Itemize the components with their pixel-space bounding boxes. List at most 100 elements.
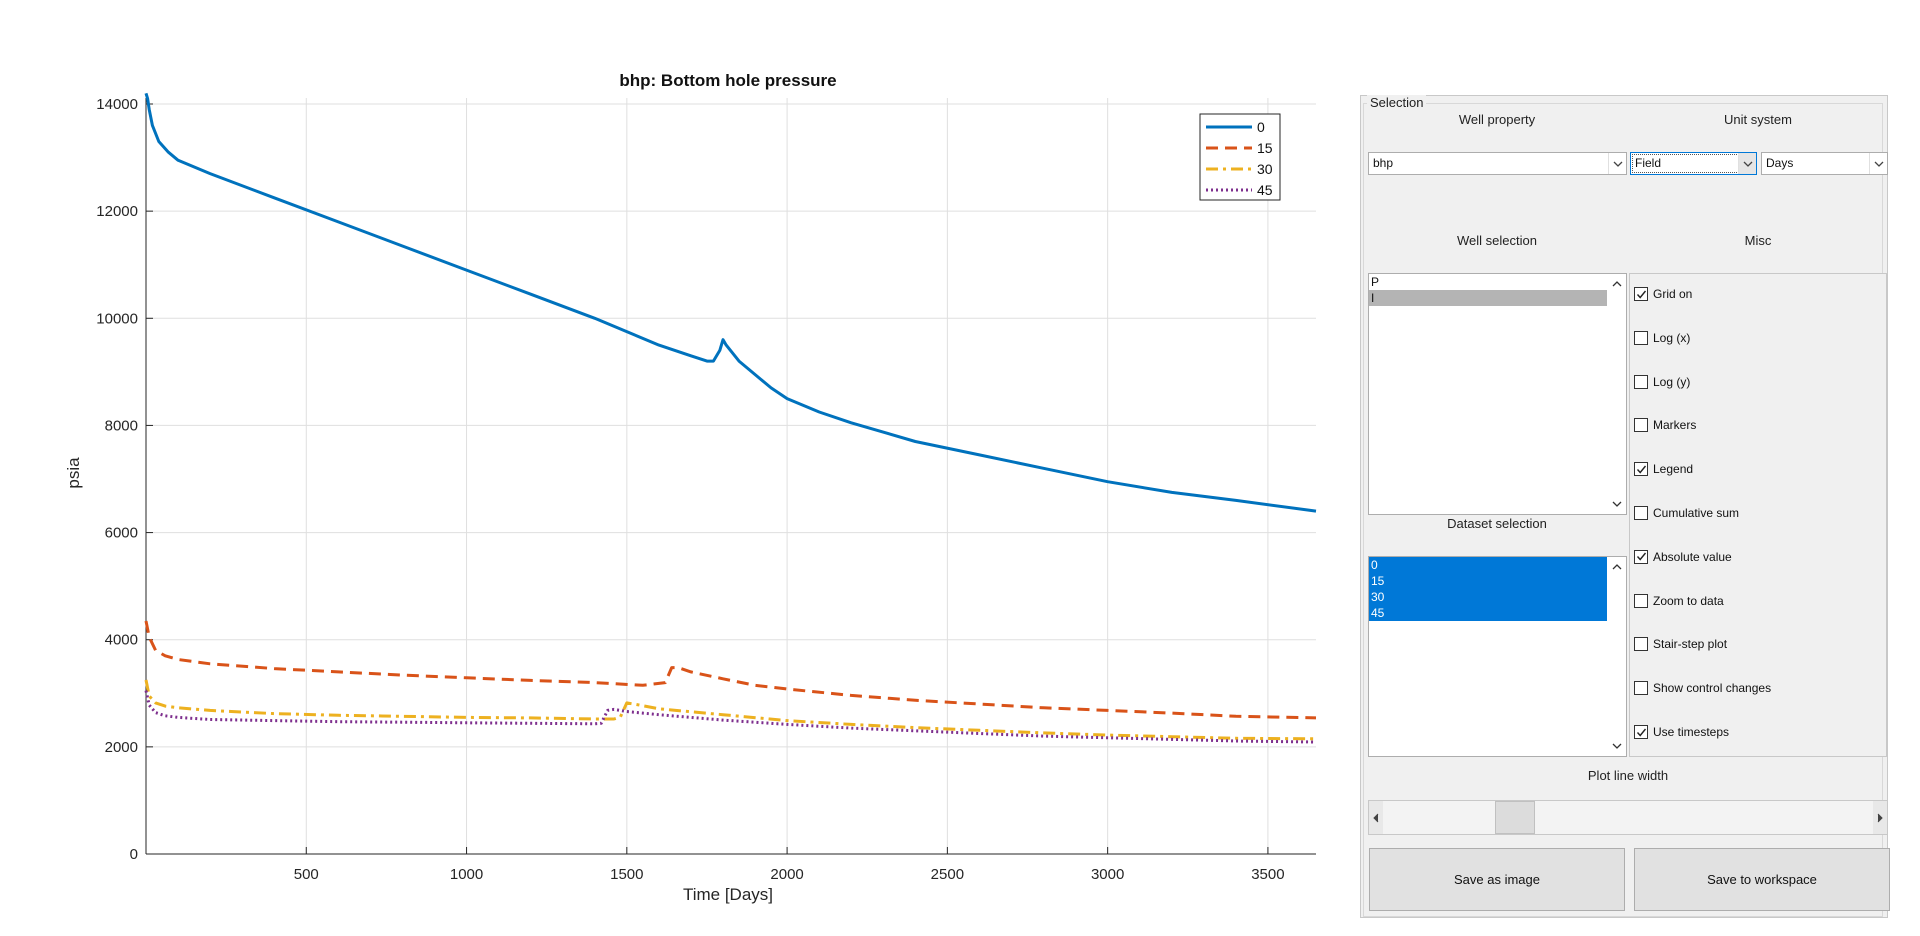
well-list-scrollbar[interactable] bbox=[1608, 274, 1626, 514]
option-label: Cumulative sum bbox=[1653, 506, 1740, 520]
dataset-list-item[interactable]: 30 bbox=[1369, 589, 1607, 605]
option-label: Markers bbox=[1653, 418, 1697, 433]
bhp-plot[interactable]: 500 1000 1500 2000 2500 3000 3500 0 2000 4000 6000… bbox=[0, 0, 1330, 936]
option-log-y[interactable]: Log (y) bbox=[1634, 373, 1690, 391]
scroll-down-icon[interactable] bbox=[1612, 742, 1622, 750]
scroll-up-icon[interactable] bbox=[1612, 563, 1622, 571]
option-absolute-value[interactable]: Absolute value bbox=[1634, 548, 1732, 566]
option-label: Log (x) bbox=[1653, 330, 1691, 345]
well-list-item[interactable]: I bbox=[1369, 290, 1607, 306]
dataset-list-scrollbar[interactable] bbox=[1608, 557, 1626, 756]
legend-label: 45 bbox=[1257, 182, 1273, 198]
x-tick-label: 3500 bbox=[1251, 866, 1284, 883]
y-tick-label: 2000 bbox=[105, 739, 138, 756]
option-markers[interactable]: Markers bbox=[1634, 416, 1696, 434]
legend-label: 0 bbox=[1257, 119, 1265, 135]
option-label: Zoom to data bbox=[1653, 593, 1724, 608]
option-cumulative-sum[interactable]: Cumulative sum bbox=[1634, 504, 1739, 522]
plot-line-width-label: Plot line width bbox=[1587, 768, 1669, 783]
option-label: Absolute value bbox=[1653, 549, 1732, 564]
plot-grid bbox=[146, 98, 1316, 855]
option-zoom-to-data[interactable]: Zoom to data bbox=[1634, 592, 1724, 610]
chart-title: bhp: Bottom hole pressure bbox=[619, 71, 836, 90]
x-tick-label: 500 bbox=[294, 866, 319, 883]
x-axis-label: Time [Days] bbox=[683, 885, 773, 904]
dataset-selection-list[interactable]: 0 15 30 45 bbox=[1368, 556, 1627, 757]
y-tick-label: 0 bbox=[130, 846, 138, 863]
series-line-30 bbox=[144, 679, 1317, 741]
legend-label: 30 bbox=[1257, 161, 1273, 177]
arrow-left-icon[interactable] bbox=[1369, 801, 1383, 834]
option-stair-step-plot[interactable]: Stair-step plot bbox=[1634, 635, 1727, 653]
well-property-value: bhp bbox=[1373, 156, 1394, 170]
unit-system-value: Field bbox=[1635, 156, 1662, 170]
option-label: Stair-step plot bbox=[1653, 637, 1728, 652]
plot-series bbox=[144, 92, 1317, 744]
line-width-slider[interactable] bbox=[1368, 800, 1888, 835]
well-property-label: Well property bbox=[1458, 112, 1536, 127]
series-line-0 bbox=[144, 92, 1317, 513]
chevron-down-icon bbox=[1738, 153, 1756, 174]
legend-label: 15 bbox=[1257, 140, 1273, 156]
checkbox-unchecked-icon[interactable] bbox=[1634, 330, 1648, 345]
checkbox-unchecked-icon[interactable] bbox=[1634, 374, 1648, 389]
option-show-control-changes[interactable]: Show control changes bbox=[1634, 679, 1771, 697]
scroll-down-icon[interactable] bbox=[1612, 500, 1622, 508]
chevron-down-icon bbox=[1608, 153, 1626, 174]
slider-track[interactable] bbox=[1383, 801, 1873, 834]
option-legend[interactable]: Legend bbox=[1634, 460, 1693, 478]
option-grid-on[interactable]: Grid on bbox=[1634, 285, 1692, 303]
option-label: Grid on bbox=[1653, 287, 1693, 301]
save-to-workspace-button[interactable]: Save to workspace bbox=[1634, 848, 1890, 911]
y-tick-label: 14000 bbox=[96, 96, 138, 113]
misc-options-box bbox=[1629, 273, 1887, 757]
y-tick-label: 10000 bbox=[96, 310, 138, 327]
option-label: Log (y) bbox=[1653, 374, 1691, 389]
option-log-x[interactable]: Log (x) bbox=[1634, 329, 1690, 347]
option-label: Legend bbox=[1653, 462, 1694, 477]
time-unit-value: Days bbox=[1766, 156, 1794, 170]
y-tick-label: 12000 bbox=[96, 203, 138, 220]
misc-label: Misc bbox=[1744, 233, 1772, 248]
unit-system-label: Unit system bbox=[1724, 112, 1792, 127]
checkbox-unchecked-icon[interactable] bbox=[1634, 593, 1648, 608]
well-selection-label: Well selection bbox=[1457, 233, 1537, 248]
dataset-list-item[interactable]: 45 bbox=[1369, 605, 1607, 621]
checkbox-checked-icon[interactable] bbox=[1634, 725, 1648, 739]
x-tick-label: 1000 bbox=[450, 866, 483, 883]
x-tick-label: 2000 bbox=[770, 866, 803, 883]
x-tick-label: 2500 bbox=[931, 866, 964, 883]
plot-axes: 500 1000 1500 2000 2500 3000 3500 0 2000 4000 6000… bbox=[96, 96, 1316, 883]
well-property-dropdown[interactable]: bhp bbox=[1368, 152, 1627, 175]
checkbox-unchecked-icon[interactable] bbox=[1634, 506, 1648, 520]
option-label: Show control changes bbox=[1653, 681, 1772, 696]
x-tick-label: 3000 bbox=[1091, 866, 1124, 883]
series-line-15 bbox=[144, 620, 1317, 720]
x-tick-label: 1500 bbox=[610, 866, 643, 883]
y-tick-label: 4000 bbox=[105, 632, 138, 649]
well-list-item[interactable]: P bbox=[1371, 275, 1380, 289]
legend[interactable]: 0 15 30 45 bbox=[1199, 113, 1281, 201]
scroll-up-icon[interactable] bbox=[1612, 280, 1622, 288]
checkbox-checked-icon[interactable] bbox=[1634, 287, 1648, 301]
checkbox-checked-icon[interactable] bbox=[1634, 549, 1648, 564]
save-as-image-button[interactable]: Save as image bbox=[1369, 848, 1625, 911]
time-unit-dropdown[interactable]: Days bbox=[1761, 152, 1888, 175]
arrow-right-icon[interactable] bbox=[1873, 801, 1887, 834]
option-label: Use timesteps bbox=[1653, 725, 1730, 739]
slider-thumb[interactable] bbox=[1495, 801, 1536, 834]
checkbox-checked-icon[interactable] bbox=[1634, 462, 1648, 477]
dataset-list-item[interactable]: 15 bbox=[1369, 573, 1607, 589]
chevron-down-icon bbox=[1869, 153, 1887, 174]
y-tick-label: 6000 bbox=[105, 525, 138, 542]
y-axis-label: psia bbox=[64, 457, 83, 489]
series-line-45 bbox=[144, 690, 1317, 744]
checkbox-unchecked-icon[interactable] bbox=[1634, 418, 1648, 433]
dataset-list-item[interactable]: 0 bbox=[1369, 557, 1607, 573]
checkbox-unchecked-icon[interactable] bbox=[1634, 681, 1648, 696]
checkbox-unchecked-icon[interactable] bbox=[1634, 637, 1648, 652]
option-use-timesteps[interactable]: Use timesteps bbox=[1634, 723, 1729, 741]
dataset-selection-label: Dataset selection bbox=[1447, 516, 1547, 531]
unit-system-dropdown[interactable]: Field bbox=[1630, 152, 1757, 175]
